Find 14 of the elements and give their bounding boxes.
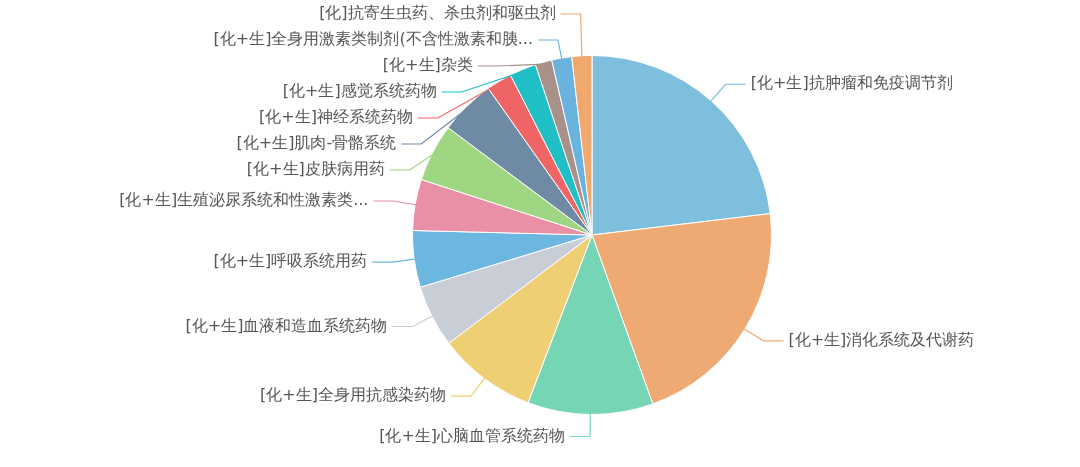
slice-label: [化+生]皮肤病用药 (246, 159, 385, 179)
slice-label: [化]抗寄生虫药、杀虫剂和驱虫剂 (319, 3, 556, 23)
slice-label: [化+生]杂类 (382, 55, 473, 75)
slice-label: [化+生]神经系统药物 (258, 107, 413, 127)
slice-label: [化+生]生殖泌尿系统和性激素类... (119, 190, 369, 210)
slice-label: [化+生]消化系统及代谢药 (788, 329, 975, 349)
slice-label: [化+生]呼吸系统用药 (213, 251, 368, 271)
slice-label: [化+生]心脑血管系统药物 (379, 425, 566, 445)
slice-label: [化+生]抗肿瘤和免疫调节剂 (750, 73, 953, 93)
slice-label: [化+生]全身用激素类制剂(不含性激素和胰... (213, 29, 533, 49)
slice-label: [化+生]肌肉-骨骼系统 (236, 133, 397, 153)
slice-label: [化+生]全身用抗感染药物 (260, 385, 447, 405)
slice-label: [化+生]血液和造血系统药物 (185, 315, 388, 335)
slice-label: [化+生]感觉系统药物 (282, 81, 437, 101)
